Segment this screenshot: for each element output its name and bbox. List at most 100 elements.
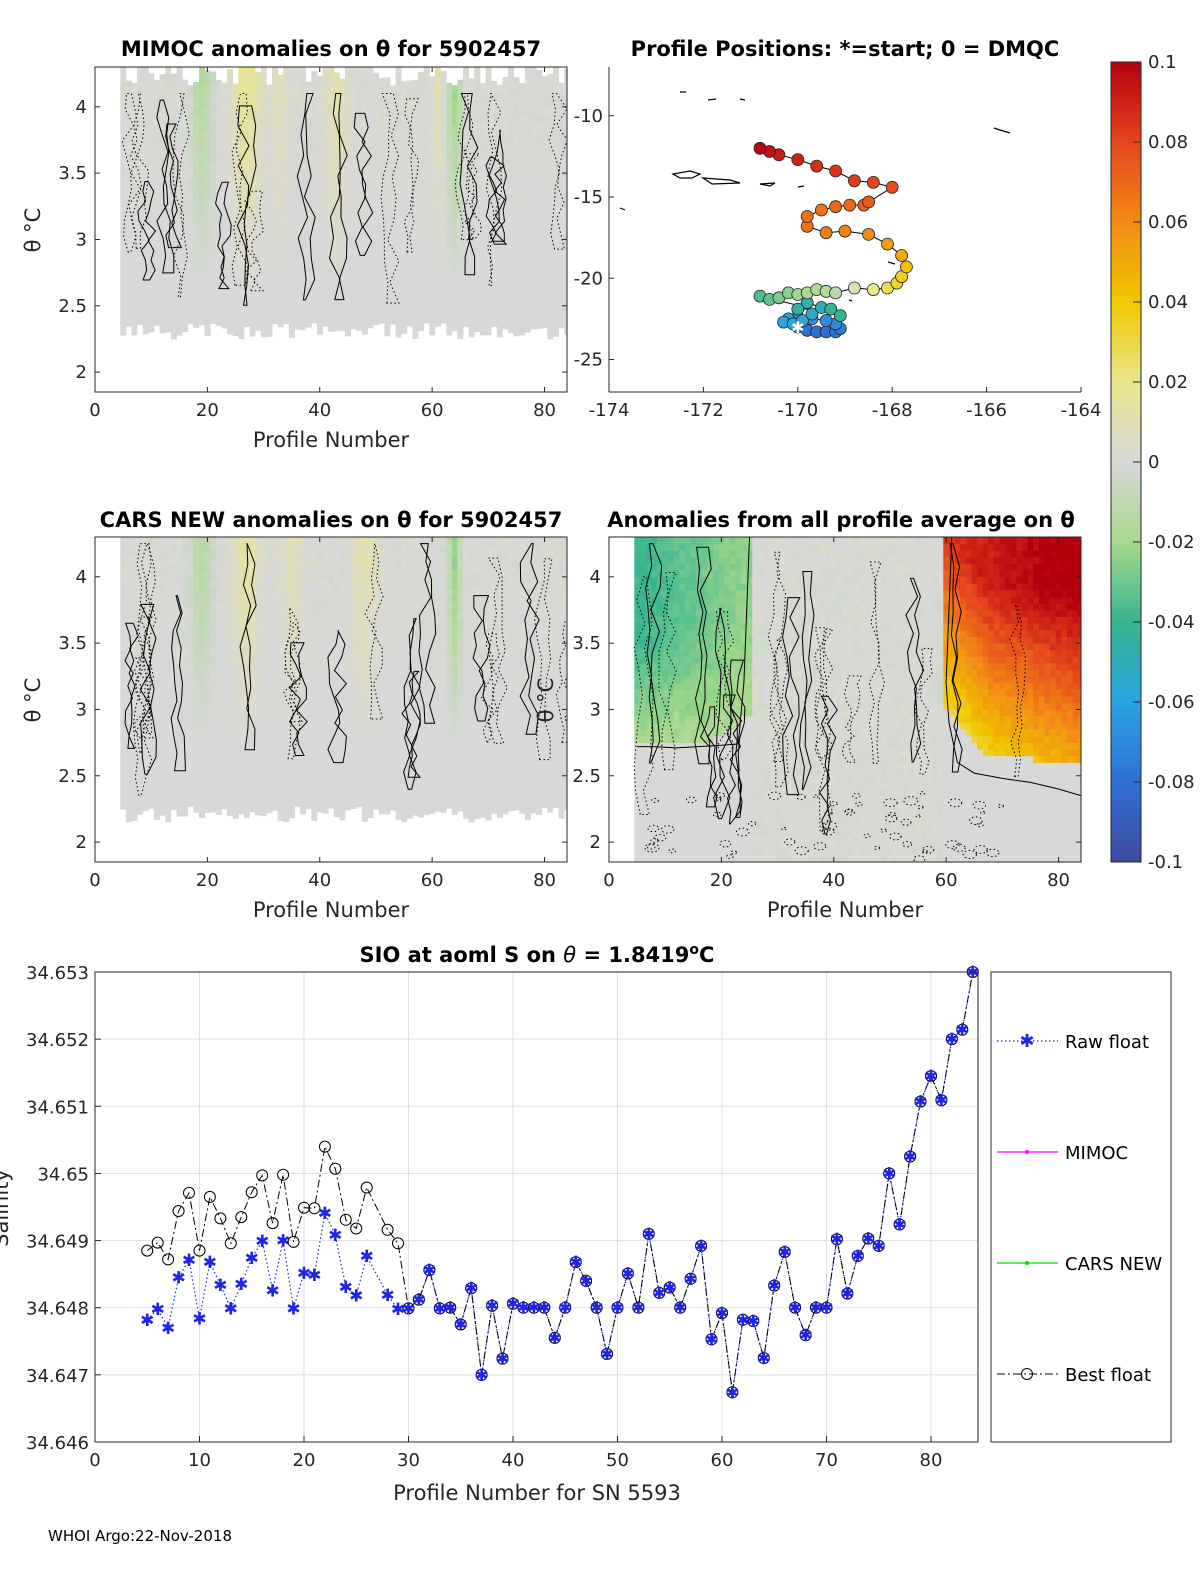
mimoc-cell: [215, 265, 222, 273]
cars-cell: [120, 563, 127, 571]
mimoc-cell: [238, 192, 245, 200]
cars-cell: [328, 768, 335, 776]
cars-cell: [300, 601, 307, 609]
cars-cell: [131, 654, 138, 662]
cars-cell: [199, 539, 205, 547]
mimoc-cell: [232, 282, 239, 290]
cars-cell: [221, 729, 228, 737]
mimoc-cell: [215, 166, 222, 174]
cars-cell: [170, 590, 177, 598]
mimoc-cell: [440, 117, 447, 125]
mimoc-cell: [159, 94, 166, 102]
mimoc-cell: [170, 126, 177, 134]
mimoc-cell: [395, 145, 402, 152]
positions-xtick-label: -166: [966, 400, 1007, 421]
cars-cell: [193, 746, 200, 753]
cars-cell: [137, 562, 144, 570]
mimoc-cell: [508, 146, 514, 154]
cars-cell: [232, 553, 239, 561]
mimoc-cell: [502, 282, 509, 290]
mimoc-cell: [294, 223, 301, 231]
cars-cell: [277, 561, 284, 569]
mimoc-cell: [170, 166, 177, 174]
mimoc-cell: [317, 208, 323, 216]
mimoc-cell: [536, 202, 543, 210]
mimoc-cell: [384, 143, 391, 151]
cars-cell: [182, 789, 189, 797]
cars-cell: [322, 627, 329, 635]
mimoc-cell: [345, 150, 351, 158]
cars-cell: [176, 789, 183, 797]
cars-cell: [333, 684, 340, 692]
mimoc-cell: [468, 104, 475, 112]
mimoc-cell: [457, 79, 464, 87]
mimoc-cell: [243, 74, 250, 82]
cars-cell: [260, 583, 267, 591]
cars-cell: [137, 807, 144, 815]
mimoc-cell: [474, 219, 481, 226]
mimoc-cell: [165, 272, 172, 280]
cars-cell: [210, 639, 217, 647]
mimoc-cell: [564, 294, 567, 302]
cars-cell: [249, 599, 256, 607]
cars-cell: [311, 708, 318, 715]
mimoc-cell: [530, 203, 537, 210]
cars-cell: [294, 720, 301, 728]
cars-cell: [277, 601, 284, 609]
cars-cell: [148, 688, 155, 696]
mimoc-cell: [524, 152, 531, 160]
mimoc-cell: [451, 105, 458, 113]
cars-cell: [317, 798, 323, 806]
mimoc-cell: [154, 259, 160, 267]
mimoc-cell: [154, 239, 160, 247]
mimoc-cell: [418, 158, 425, 166]
cars-cell: [294, 594, 301, 602]
mimoc-cell: [210, 217, 217, 225]
mimoc-cell: [564, 108, 567, 116]
cars-cell: [255, 556, 262, 564]
cars-cell: [227, 643, 233, 651]
mimoc-cell: [418, 171, 425, 179]
mimoc-cell: [204, 196, 211, 204]
mimoc-cell: [479, 202, 486, 210]
mimoc-cell: [378, 91, 385, 99]
mimoc-cell: [288, 284, 295, 292]
mimoc-cell: [176, 235, 183, 243]
mimoc-cell: [277, 240, 284, 248]
mimoc-cell: [311, 124, 318, 132]
mimoc-cell: [401, 240, 408, 248]
cars-cell: [277, 575, 284, 583]
mimoc-cell: [536, 143, 543, 150]
mimoc-cell: [154, 106, 160, 114]
mimoc-cell: [131, 116, 138, 124]
cars-cell: [142, 738, 149, 745]
mimoc-cell: [125, 140, 132, 148]
mimoc-cell: [496, 217, 503, 225]
mimoc-cell: [558, 268, 565, 276]
mimoc-cell: [530, 67, 537, 71]
cars-cell: [322, 780, 329, 787]
mimoc-cell: [266, 177, 273, 185]
mimoc-cell: [277, 267, 284, 275]
mimoc-cell: [496, 171, 503, 179]
mimoc-cell: [513, 83, 520, 91]
mimoc-cell: [322, 107, 329, 115]
mimoc-cell: [125, 286, 132, 294]
mimoc-cell: [317, 195, 323, 203]
mimoc-cell: [423, 150, 430, 158]
cars-cell: [243, 718, 250, 726]
cars-cell: [238, 541, 245, 549]
mimoc-cell: [187, 98, 194, 106]
cars-cell: [199, 579, 205, 586]
cars-cell: [165, 755, 172, 763]
mimoc-cell: [125, 146, 132, 154]
cars-cell: [125, 596, 132, 604]
mimoc-cell: [485, 122, 492, 130]
mimoc-cell: [513, 329, 520, 337]
cars-cell: [227, 729, 233, 737]
mimoc-cell: [496, 204, 503, 212]
mimoc-cell: [328, 304, 335, 312]
mimoc-cell: [463, 240, 469, 248]
cars-cell: [288, 778, 295, 786]
mimoc-cell: [564, 300, 567, 308]
